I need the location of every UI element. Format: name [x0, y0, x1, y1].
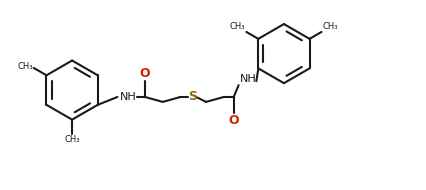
Text: NH: NH [239, 74, 256, 84]
Text: CH₃: CH₃ [17, 63, 33, 71]
Text: CH₃: CH₃ [64, 135, 80, 144]
Text: CH₃: CH₃ [322, 22, 337, 31]
Text: S: S [187, 90, 196, 104]
Text: CH₃: CH₃ [229, 22, 245, 31]
Text: O: O [139, 67, 150, 80]
Text: O: O [228, 114, 239, 127]
Text: NH: NH [119, 92, 136, 102]
